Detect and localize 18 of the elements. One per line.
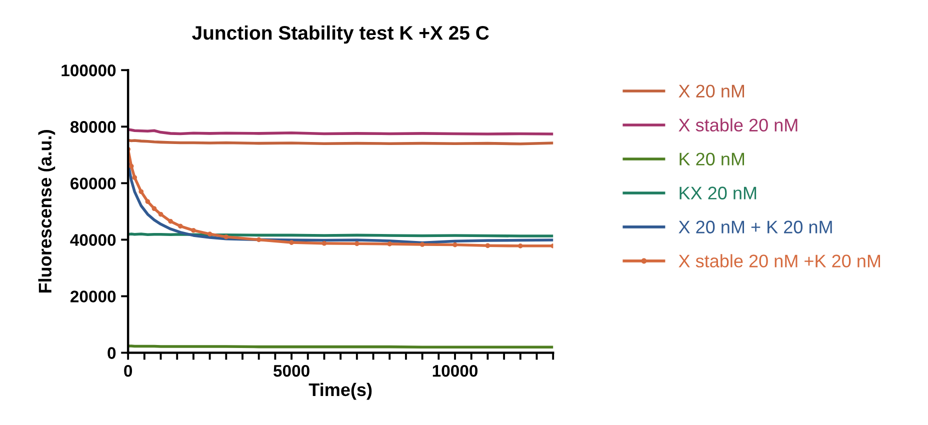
legend-label: X stable 20 nM +K 20 nM <box>678 254 880 268</box>
legend-label: X 20 nM <box>678 84 744 98</box>
x-tick-label: 0 <box>124 364 132 377</box>
y-tick-label: 60000 <box>70 178 116 190</box>
x-tick-label: 10000 <box>432 364 478 377</box>
y-tick-label: 0 <box>108 347 116 359</box>
legend-label: X stable 20 nM <box>678 118 798 132</box>
legend-label: X 20 nM + K 20 nM <box>678 220 832 234</box>
y-tick-label: 40000 <box>70 234 116 246</box>
x-axis-title: Time(s) <box>308 382 372 400</box>
legend-label: KX 20 nM <box>680 186 756 200</box>
y-tick-label: 20000 <box>70 290 116 302</box>
y-tick-label: 80000 <box>70 121 116 133</box>
y-tick-label: 100000 <box>62 64 116 76</box>
legend-label: K 20 nM <box>680 152 744 166</box>
x-tick-label: 5000 <box>274 364 310 377</box>
chart-title: Junction Stability test K +X 25 C <box>192 25 489 44</box>
y-axis-title: Fluorescense (a.u.) <box>38 130 56 292</box>
